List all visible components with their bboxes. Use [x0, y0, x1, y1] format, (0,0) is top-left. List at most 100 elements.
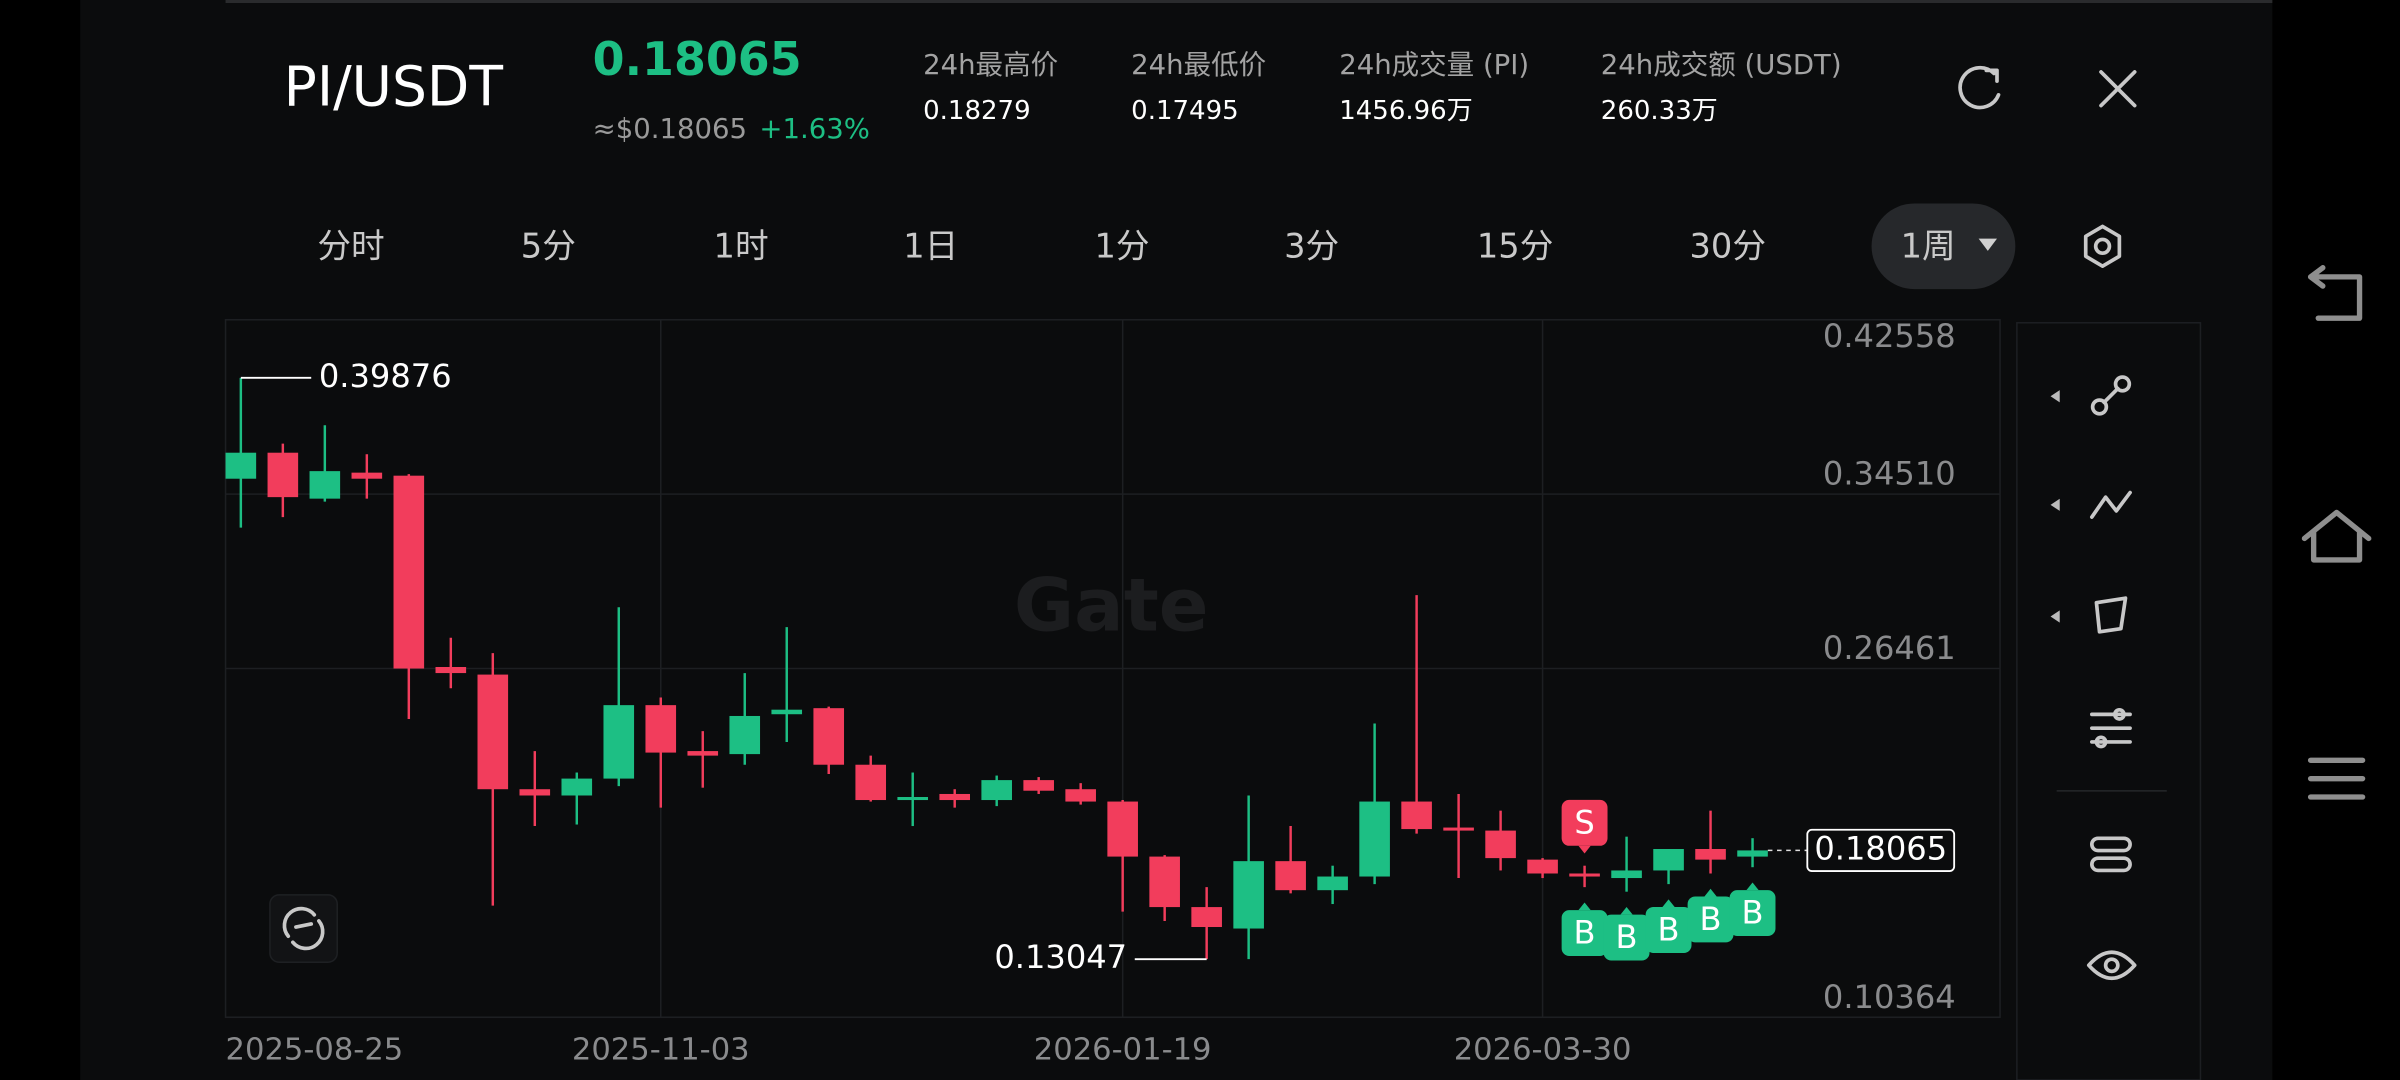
candle-body [1695, 849, 1726, 860]
stat-value: 260.33万 [1601, 96, 1718, 126]
stat-label: 24h成交额 (USDT) [1601, 49, 1842, 81]
y-tick-label: 0.42558 [1823, 317, 1956, 355]
y-tick-label: 0.26461 [1823, 629, 1956, 667]
tab[interactable]: 1时 [714, 226, 769, 265]
max-label: 0.39876 [319, 357, 452, 395]
toolbar [2016, 322, 2202, 1080]
candle-body [435, 667, 467, 674]
candle-body [1191, 907, 1222, 928]
tab[interactable]: 1分 [1094, 226, 1149, 265]
candle-body [939, 793, 971, 801]
candle-body [729, 715, 761, 755]
close-button[interactable] [2099, 70, 2137, 108]
candle-body [393, 475, 425, 669]
signal-pointer [1620, 906, 1633, 915]
price: 0.18065 [593, 32, 802, 86]
nav-home[interactable] [2301, 509, 2372, 563]
candle-body [687, 751, 719, 756]
stat-label: 24h最高价 [923, 49, 1058, 81]
signal-badge [1645, 907, 1692, 953]
candle-body [1653, 849, 1684, 871]
candle-body [1317, 876, 1348, 891]
tab[interactable]: 1日 [903, 226, 958, 265]
candle-body [267, 452, 299, 498]
settings-button[interactable] [2083, 224, 2122, 269]
stat-value: 0.17495 [1131, 96, 1239, 126]
change: +1.63% [759, 113, 869, 145]
signal-badge [1687, 896, 1734, 943]
signal-label: B [1658, 911, 1680, 949]
candle-body [1737, 850, 1768, 857]
x-tick-label: 2026-03-30 [1454, 1032, 1632, 1067]
candle-body [771, 709, 803, 715]
min-label: 0.13047 [994, 938, 1127, 976]
nav-back[interactable] [2307, 265, 2363, 321]
chart-toggle[interactable] [269, 894, 338, 963]
tab[interactable]: 分时 [317, 226, 384, 265]
candle-body [1359, 801, 1390, 877]
tool-indicator[interactable] [2090, 836, 2132, 873]
tab[interactable]: 15分 [1477, 226, 1553, 265]
stats: 24h最高价 0.18279 24h最低价 0.17495 24h成交量 (PI) 145… [923, 49, 1842, 126]
candle-body [1485, 830, 1516, 859]
candle-body [981, 780, 1012, 801]
candle-body [1275, 861, 1306, 891]
signal-badge [1603, 914, 1650, 961]
stat-value: 1456.96万 [1339, 96, 1473, 126]
signal-label: B [1700, 900, 1722, 938]
nav-recents[interactable] [2307, 757, 2366, 800]
signal-label: S [1574, 803, 1594, 841]
candle-body [645, 705, 677, 753]
candle-body [855, 764, 887, 801]
pair: PI/USDT [284, 54, 504, 118]
active-tab-bg [1871, 203, 2016, 290]
stat-label: 24h成交量 (PI) [1339, 49, 1529, 81]
signal-label: B [1574, 914, 1596, 952]
tab[interactable]: 1周 [1901, 226, 1956, 265]
tool-line[interactable] [2050, 375, 2132, 416]
tool-shape[interactable] [2050, 596, 2128, 634]
x-tick-label: 2026-01-19 [1034, 1032, 1212, 1067]
candle-body [1233, 861, 1264, 929]
candle-body [1527, 859, 1558, 874]
signal-label: B [1616, 918, 1638, 956]
candle-body [519, 789, 551, 796]
signal-badge [1561, 910, 1608, 956]
candle-body [1569, 873, 1600, 877]
tab[interactable]: 5分 [521, 226, 576, 265]
candle-body [897, 797, 929, 801]
tool-visibility[interactable] [2086, 950, 2137, 981]
candle-body [1149, 856, 1180, 908]
y-tick-label: 0.34510 [1823, 455, 1956, 493]
candle-body [1443, 827, 1474, 831]
candle-body [225, 452, 257, 479]
candle-body [1023, 780, 1054, 791]
candle-body [309, 471, 341, 499]
signal-pointer [1578, 845, 1591, 854]
y-tick-label: 0.10364 [1823, 978, 1956, 1016]
signal-pointer [1746, 882, 1759, 891]
candle-body [1401, 801, 1432, 830]
dropdown-arrow [1978, 238, 1997, 251]
x-tick-label: 2025-08-25 [226, 1032, 404, 1067]
signal-pointer [1704, 888, 1717, 897]
tab[interactable]: 30分 [1690, 226, 1766, 265]
tool-wave[interactable] [2050, 490, 2132, 519]
refresh-button[interactable] [1958, 65, 2001, 110]
signal-badge [1561, 799, 1608, 846]
tool-adjust[interactable] [2090, 707, 2132, 749]
tabs: 分时 5分 1时 1日 1分 3分 15分 30分 1周 [317, 226, 1955, 265]
stat-label: 24h最低价 [1131, 49, 1266, 81]
signal-badge [1729, 890, 1776, 937]
last-price-box [1806, 828, 1956, 872]
candle-body [1065, 789, 1096, 802]
tab[interactable]: 3分 [1284, 226, 1339, 265]
last-price-label: 0.18065 [1814, 829, 1947, 867]
candle-body [603, 705, 635, 779]
watermark: Gate [1014, 563, 1209, 648]
x-tick-label: 2025-11-03 [572, 1032, 750, 1067]
candle-body [813, 708, 845, 765]
chart: Gate 0.42558 0.34510 0.26461 0.10364 2025-08-… [225, 317, 2001, 1067]
